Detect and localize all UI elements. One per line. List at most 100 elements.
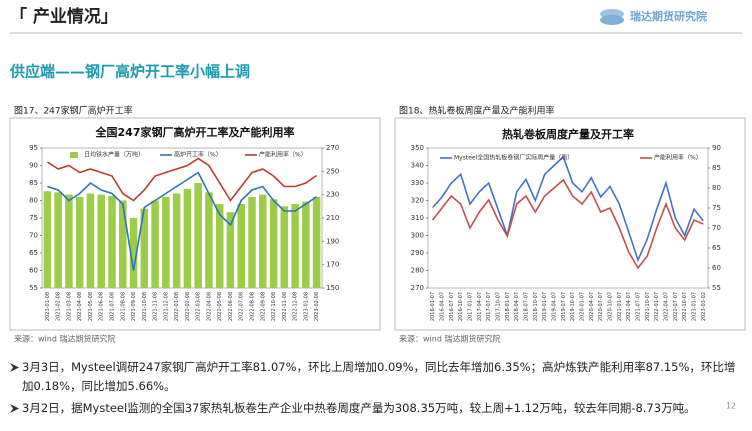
x-tick-label: 2019-07-07 [561,292,567,321]
x-tick-label: 2023-03-02 [701,292,707,321]
bar [259,194,267,288]
y-tick-label: 75 [29,214,38,222]
bullet-text: 3月3日，Mysteel调研247家钢厂高炉开工率81.07%，环比上周增加0.… [22,360,736,393]
x-tick-label: 2018-10-07 [533,292,539,321]
chart-title: 全国247家钢厂高炉开工率及产能利用率 [95,125,295,139]
bar [54,192,62,288]
bar [172,193,181,288]
x-tick-label: 2018-01-07 [505,292,511,321]
legend-label: 产能利用率（%） [654,154,702,162]
source: 来源：wind 瑞达期货研究院 [399,334,500,344]
y-tick-label: 300 [411,232,424,240]
x-tick-label: 2021-07-08 [110,292,116,321]
bullet-arrow [10,404,19,413]
x-tick-label: 2017-10-07 [496,292,502,321]
bar [269,199,278,288]
x-tick-label: 2021-06-08 [99,292,105,321]
x-tick-label: 2022-08-08 [250,292,256,321]
bar [129,218,138,288]
x-tick-label: 2018-04-07 [514,292,520,321]
bar [183,188,192,288]
bullet-arrow [10,363,19,372]
x-tick-label: 2021-01-08 [45,292,51,321]
x-tick-label: 2016-10-07 [458,292,464,321]
bullet: 3月3日，Mysteel调研247家钢厂高炉开工率81.07%，环比上周增加0.… [10,358,742,396]
bar [194,183,202,288]
y2-tick-label: 65 [712,244,721,252]
x-tick-label: 2017-01-07 [468,292,474,321]
x-tick-label: 2022-04-08 [206,292,212,321]
legend-label: 日均铁水产量（万吨） [84,151,144,159]
line [46,157,318,202]
x-tick-label: 2016-07-07 [449,292,455,321]
bar [291,204,299,288]
x-tick-label: 2023-01-08 [303,292,309,321]
y2-tick-label: 190 [326,237,339,245]
line [432,155,704,263]
x-tick-label: 2022-10-07 [682,292,688,321]
x-tick-label: 2022-07-08 [239,292,245,321]
y2-tick-label: 70 [712,224,721,232]
line [47,171,318,271]
bar [151,200,159,288]
y2-tick-label: 210 [326,214,339,222]
x-tick-label: 2021-08-08 [120,292,126,321]
x-tick-label: 2021-05-08 [88,292,94,321]
y2-tick-label: 75 [712,204,721,212]
bar [65,194,73,288]
y2-tick-label: 170 [326,261,339,269]
line [432,178,704,270]
plot-frame [41,147,323,289]
x-tick-label: 2022-02-08 [185,292,191,321]
bar [215,204,224,288]
x-tick-label: 2021-11-08 [153,292,159,321]
x-tick-label: 2021-09-08 [131,292,137,321]
y-tick-label: 80 [29,197,38,205]
y-tick-label: 310 [411,214,424,222]
bullet: 3月2日，据Mysteel监测的全国37家热轧板卷生产企业中热卷周度产量为308… [10,399,742,418]
figure-caption: 图17、247家钢厂高炉开工率 [14,105,133,117]
bar [237,204,245,288]
x-tick-label: 2020-04-07 [589,292,595,321]
x-tick-label: 2022-12-08 [293,292,299,321]
y2-tick-label: 270 [326,144,339,152]
x-tick-label: 2019-01-07 [542,292,548,321]
y2-tick-label: 60 [712,264,721,272]
y-tick-label: 85 [29,179,38,187]
bar [97,194,105,288]
x-tick-label: 2021-10-07 [645,292,651,321]
y-tick-label: 90 [29,162,38,170]
y-tick-label: 95 [29,144,38,152]
x-tick-label: 2017-04-07 [477,292,483,321]
x-tick-label: 2019-10-07 [570,292,576,321]
bullet-text: 3月2日，据Mysteel监测的全国37家热轧板卷生产企业中热卷周度产量为308… [22,401,696,415]
x-tick-label: 2022-03-08 [196,292,202,321]
x-tick-label: 2023-02-08 [314,292,320,321]
x-tick-label: 2018-07-07 [524,292,530,321]
header-title: 「 产业情况」 [10,6,118,27]
bar [302,201,310,288]
legend-label: Mysteel全国热轧板卷钢厂实际周产量（周） [454,154,573,162]
x-tick-label: 2022-05-08 [217,292,223,321]
source: 来源：wind 瑞达期货研究院 [14,334,115,344]
y2-tick-label: 80 [712,184,721,192]
x-tick-label: 2022-01-08 [174,292,180,321]
bar [75,197,84,288]
page-number: 12 [726,402,736,411]
y-tick-label: 70 [29,232,38,240]
bar [312,197,321,288]
bar [205,192,213,288]
x-tick-label: 2021-04-08 [77,292,83,321]
y-tick-label: 270 [411,284,424,292]
x-tick-label: 2016-01-07 [430,292,436,321]
subtitle: 供应端——钢厂高炉开工率小幅上调 [9,63,250,81]
x-tick-label: 2021-07-07 [636,292,642,321]
bar [43,191,52,288]
y2-tick-label: 90 [712,144,721,152]
chart-frame [394,117,746,331]
bar [140,208,149,288]
x-tick-label: 2020-10-07 [608,292,614,321]
bar [248,197,256,288]
x-tick-label: 2022-10-08 [271,292,277,321]
